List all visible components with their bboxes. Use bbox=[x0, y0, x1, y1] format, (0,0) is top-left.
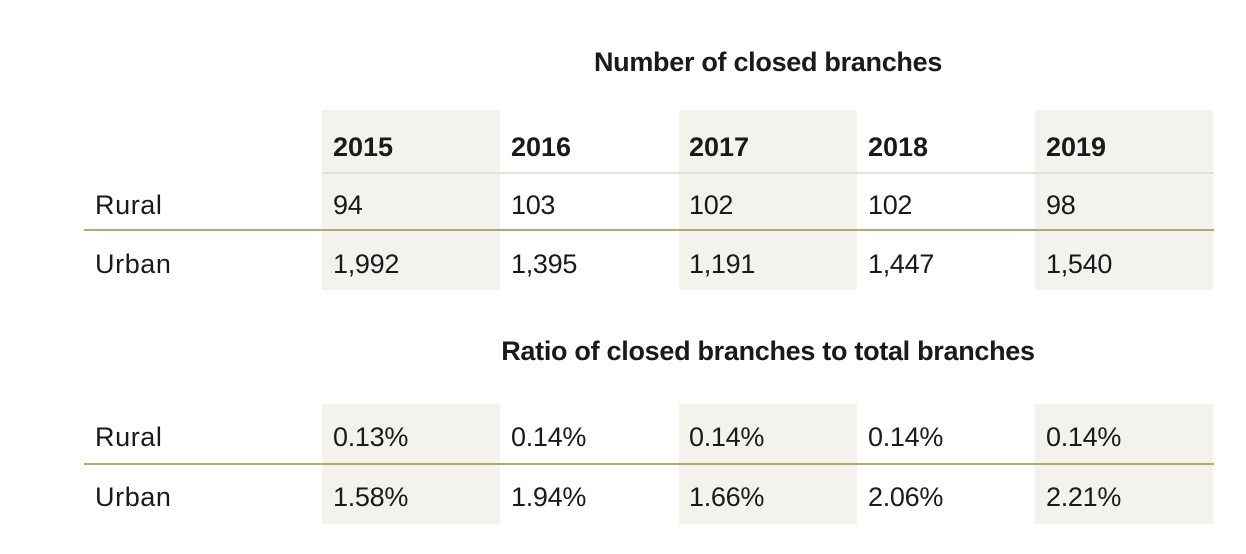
shaded-column-2019 bbox=[1035, 110, 1213, 290]
cell-urban-2016: 1.94% bbox=[511, 482, 587, 512]
cell-urban-2019: 1,540 bbox=[1046, 249, 1113, 279]
shaded-column-2015 bbox=[322, 110, 500, 290]
cell-urban-2019: 2.21% bbox=[1046, 482, 1122, 512]
cell-rural-2019: 0.14% bbox=[1046, 422, 1122, 452]
column-header-2017: 2017 bbox=[689, 132, 750, 162]
header-divider bbox=[322, 172, 1214, 174]
row-divider bbox=[84, 229, 1214, 231]
cell-urban-2016: 1,395 bbox=[511, 249, 578, 279]
cell-urban-2018: 2.06% bbox=[868, 482, 944, 512]
cell-urban-2015: 1.58% bbox=[333, 482, 409, 512]
cell-urban-2015: 1,992 bbox=[333, 249, 400, 279]
cell-rural-2016: 103 bbox=[511, 190, 556, 220]
cell-rural-2018: 0.14% bbox=[868, 422, 944, 452]
column-header-2016: 2016 bbox=[511, 132, 572, 162]
row-label-urban: Urban bbox=[95, 249, 172, 279]
column-header-2015: 2015 bbox=[333, 132, 394, 162]
shaded-column-2017 bbox=[679, 110, 857, 290]
cell-rural-2019: 98 bbox=[1046, 190, 1076, 220]
cell-rural-2017: 0.14% bbox=[689, 422, 765, 452]
table-title-closed-branches: Number of closed branches bbox=[593, 47, 943, 77]
row-divider bbox=[84, 463, 1214, 465]
cell-urban-2018: 1,447 bbox=[868, 249, 935, 279]
row-label-rural: Rural bbox=[95, 190, 163, 220]
cell-rural-2018: 102 bbox=[868, 190, 913, 220]
column-header-2018: 2018 bbox=[868, 132, 929, 162]
cell-rural-2015: 94 bbox=[333, 190, 363, 220]
cell-urban-2017: 1.66% bbox=[689, 482, 765, 512]
cell-rural-2016: 0.14% bbox=[511, 422, 587, 452]
column-header-2019: 2019 bbox=[1046, 132, 1107, 162]
row-label-rural: Rural bbox=[95, 422, 163, 452]
cell-rural-2015: 0.13% bbox=[333, 422, 409, 452]
cell-urban-2017: 1,191 bbox=[689, 249, 756, 279]
cell-rural-2017: 102 bbox=[689, 190, 734, 220]
table-title-closed-ratio: Ratio of closed branches to total branch… bbox=[501, 336, 1035, 366]
row-label-urban: Urban bbox=[95, 482, 172, 512]
